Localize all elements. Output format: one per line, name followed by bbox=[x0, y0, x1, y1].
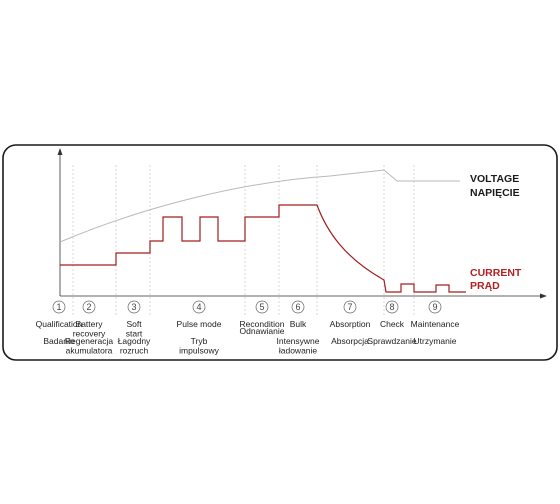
stage-5-number: 5 bbox=[259, 302, 264, 312]
stage-8-number: 8 bbox=[389, 302, 394, 312]
stage-7-label-pl: Absorpcja bbox=[331, 336, 369, 346]
stage-3-label-en: Soft bbox=[126, 319, 142, 329]
stage-5-circle bbox=[255, 300, 269, 314]
stage-2-number: 2 bbox=[86, 302, 91, 312]
stage-1-circle bbox=[52, 300, 66, 314]
stage-8-circle bbox=[385, 300, 399, 314]
stage-5-label-pl: Odnawianie bbox=[240, 326, 285, 336]
stage-2-label-pl: akumulatora bbox=[66, 346, 113, 356]
voltage-label-en: VOLTAGE bbox=[470, 173, 519, 185]
stage-6-label-pl: ładowanie bbox=[279, 346, 318, 356]
stage-9-label-en: Maintenance bbox=[411, 319, 460, 329]
stage-6-label-pl: Intensywne bbox=[277, 336, 320, 346]
current-label-pl: PRĄD bbox=[470, 280, 500, 292]
stage-1-label-pl: Badanie bbox=[43, 336, 74, 346]
stage-labels: 1 Qualification Badanie 2 BatteryrecoveryReg… bbox=[36, 300, 460, 356]
stage-9-label-pl: Utrzymanie bbox=[414, 336, 457, 346]
stage-9-number: 9 bbox=[432, 302, 437, 312]
stage-3-number: 3 bbox=[131, 302, 136, 312]
stage-4-label-pl: Tryb bbox=[191, 336, 208, 346]
stage-7-circle bbox=[343, 300, 357, 314]
stage-6-label-en: Bulk bbox=[290, 319, 307, 329]
stage-2-label-pl: Regeneracja bbox=[65, 336, 113, 346]
stage-2-label-en: Battery bbox=[76, 319, 104, 329]
stage-3-label-pl: Łagodny bbox=[118, 336, 151, 346]
stage-3-label-en: start bbox=[126, 329, 143, 339]
stage-7-number: 7 bbox=[347, 302, 352, 312]
diagram-frame bbox=[2, 144, 558, 361]
axes bbox=[57, 148, 547, 299]
y-axis-arrow bbox=[57, 148, 63, 155]
stage-4-number: 4 bbox=[196, 302, 201, 312]
stage-2-label-en: recovery bbox=[73, 329, 106, 339]
stage-1-number: 1 bbox=[56, 302, 61, 312]
stage-5-label-en: Recondition bbox=[240, 319, 285, 329]
stage-6-number: 6 bbox=[295, 302, 300, 312]
stage-7-label-en: Absorption bbox=[330, 319, 371, 329]
stage-9-circle bbox=[428, 300, 442, 314]
current-label-en: CURRENT bbox=[470, 267, 522, 279]
x-axis-arrow bbox=[540, 293, 547, 299]
stage-3-circle bbox=[127, 300, 141, 314]
stage-8-label-en: Check bbox=[380, 319, 405, 329]
stage-4-label-pl: impulsowy bbox=[179, 346, 219, 356]
voltage-label-pl: NAPIĘCIE bbox=[470, 187, 520, 199]
stage-8-label-pl: Sprawdzanie bbox=[367, 336, 416, 346]
voltage-curve bbox=[59, 169, 460, 243]
stage-3-label-pl: rozruch bbox=[120, 346, 149, 356]
stage-4-label-en: Pulse mode bbox=[177, 319, 222, 329]
stage-6-circle bbox=[291, 300, 305, 314]
stage-1-label-en: Qualification bbox=[36, 319, 83, 329]
stage-dividers bbox=[72, 165, 415, 316]
stage-4-circle bbox=[192, 300, 206, 314]
current-curve bbox=[60, 204, 466, 293]
stage-2-circle bbox=[82, 300, 96, 314]
